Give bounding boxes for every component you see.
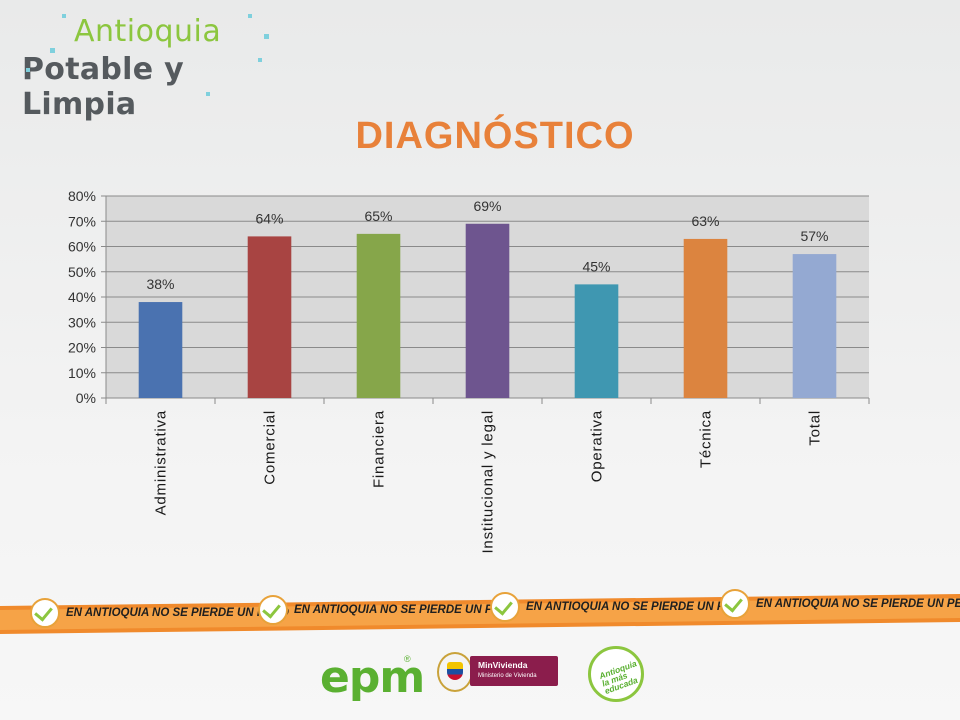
registered-mark: ® — [404, 654, 411, 664]
banner-segment: EN ANTIOQUIA NO SE PIERDE UN PESO — [30, 598, 289, 628]
logo-decor-dot — [206, 92, 210, 96]
bar — [247, 236, 292, 398]
seal-icon — [720, 589, 750, 619]
minvivienda-subtitle: Ministerio de Vivienda — [478, 673, 537, 679]
data-label: 38% — [146, 276, 174, 292]
bar — [138, 302, 183, 398]
x-category-label: Administrativa — [153, 410, 170, 515]
x-category-label: Comercial — [262, 410, 279, 485]
y-tick-label: 20% — [68, 340, 96, 356]
y-tick-label: 40% — [68, 289, 96, 305]
y-tick-label: 80% — [68, 188, 96, 204]
bar — [356, 233, 401, 398]
logo-decor-dot — [258, 58, 262, 62]
banner-segment: EN ANTIOQUIA NO SE PIERDE UN PESO — [258, 595, 517, 625]
slide-title: DIAGNÓSTICO — [355, 115, 635, 157]
banner-text: EN ANTIOQUIA NO SE PIERDE UN PESO — [294, 604, 517, 616]
bar — [683, 238, 728, 398]
footer-logos: epm ® MinVivienda Ministerio de Vivienda… — [0, 642, 960, 712]
y-tick-label: 0% — [76, 390, 96, 406]
y-tick-label: 50% — [68, 264, 96, 280]
logo-line-1: Antioquia — [74, 14, 222, 49]
data-label: 65% — [364, 208, 392, 224]
logo-line-2: Potable y Limpia — [22, 52, 184, 122]
logo-decor-dot — [26, 68, 30, 72]
banner-segment: EN ANTIOQUIA NO SE PIERDE UN PESO — [720, 589, 960, 619]
bar — [574, 284, 619, 398]
banner-segment: EN ANTIOQUIA NO SE PIERDE UN PESO — [490, 592, 749, 622]
banner-text: EN ANTIOQUIA NO SE PIERDE UN PESO — [66, 607, 289, 619]
minvivienda-logo: MinVivienda Ministerio de Vivienda — [470, 656, 558, 686]
y-tick-label: 30% — [68, 314, 96, 330]
seal-icon — [258, 595, 288, 625]
x-category-label: Financiera — [371, 410, 388, 488]
x-category-label: Institucional y legal — [480, 410, 497, 554]
data-label: 63% — [691, 213, 719, 229]
data-label: 64% — [255, 210, 283, 226]
banner-text: EN ANTIOQUIA NO SE PIERDE UN PESO — [756, 598, 960, 610]
epm-logo: epm — [320, 652, 425, 703]
bar — [465, 223, 510, 398]
y-tick-label: 10% — [68, 365, 96, 381]
data-label: 57% — [800, 228, 828, 244]
minvivienda-title: MinVivienda — [478, 660, 528, 670]
seal-icon — [30, 598, 60, 628]
data-label: 69% — [473, 198, 501, 214]
coat-of-arms-icon — [437, 652, 473, 692]
educada-text: Antioquia la más educada — [597, 658, 640, 697]
antioquia-educada-logo: Antioquia la más educada — [588, 646, 644, 702]
logo-decor-dot — [248, 14, 252, 18]
logo-decor-dot — [62, 14, 66, 18]
logo-decor-dot — [264, 34, 269, 39]
y-tick-label: 70% — [68, 213, 96, 229]
bar — [792, 254, 837, 398]
x-category-label: Operativa — [589, 410, 606, 482]
data-label: 45% — [582, 258, 610, 274]
x-category-label: Técnica — [698, 410, 715, 468]
seal-icon — [490, 592, 520, 622]
logo-decor-dot — [50, 48, 55, 53]
y-tick-label: 60% — [68, 239, 96, 255]
banner-text: EN ANTIOQUIA NO SE PIERDE UN PESO — [526, 601, 749, 613]
x-category-label: Total — [807, 410, 824, 446]
antioquia-potable-logo: Antioquia Potable y Limpia — [22, 12, 282, 122]
